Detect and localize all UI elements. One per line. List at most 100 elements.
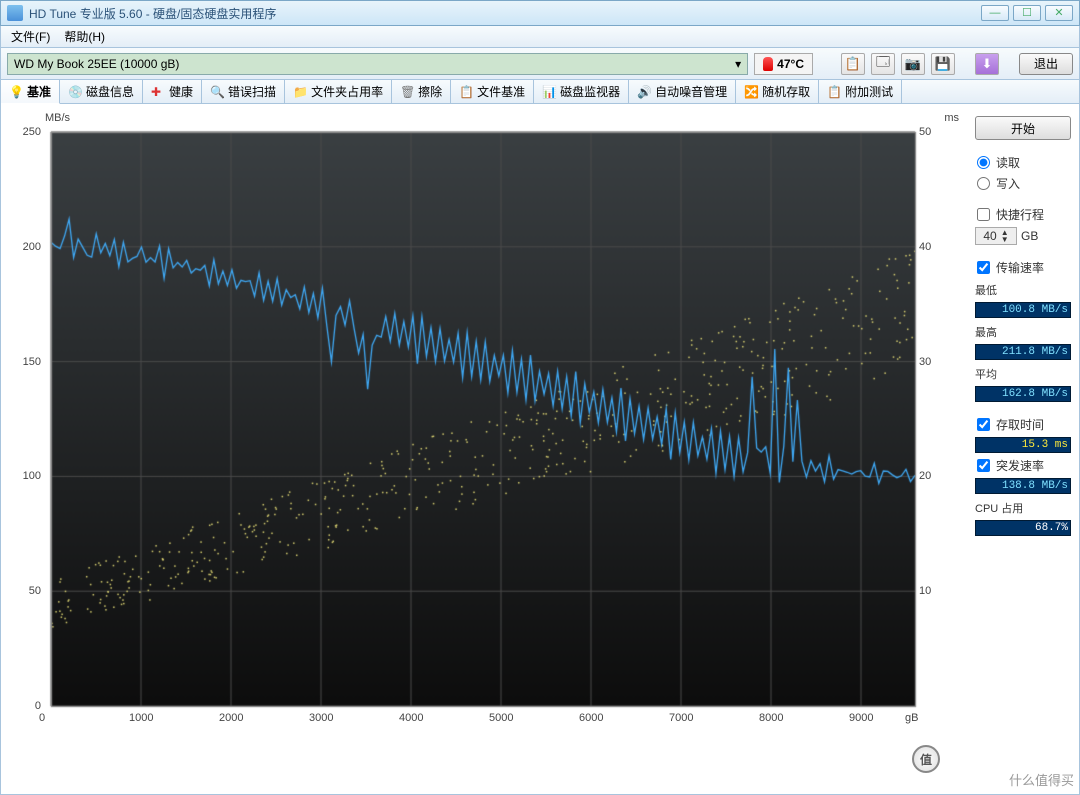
toolbar: WD My Book 25EE (10000 gB) ▾ 47°C 📋 🗔 📷 … bbox=[0, 48, 1080, 80]
download-icon[interactable]: ⬇ bbox=[975, 53, 999, 75]
x-tick: 0 bbox=[39, 712, 45, 724]
thermometer-icon bbox=[763, 57, 773, 71]
tab-icon: 🔀 bbox=[744, 85, 758, 99]
write-radio-row[interactable]: 写入 bbox=[975, 175, 1071, 192]
y-left-tick: 200 bbox=[17, 241, 41, 253]
copy-icon[interactable]: 📋 bbox=[841, 53, 865, 75]
write-radio[interactable] bbox=[977, 177, 990, 190]
min-label: 最低 bbox=[975, 282, 1071, 298]
x-tick: 5000 bbox=[489, 712, 513, 724]
tab-icon: 🗑 bbox=[400, 85, 414, 99]
tab-icon: 🔍 bbox=[210, 85, 224, 99]
tab-8[interactable]: 🔊 自动噪音管理 bbox=[629, 80, 736, 103]
y-left-tick: 0 bbox=[17, 700, 41, 712]
y-right-tick: 40 bbox=[919, 241, 931, 253]
x-tick: 8000 bbox=[759, 712, 783, 724]
chart-area: MB/s ms 05010015020025010203040500100020… bbox=[9, 112, 967, 786]
tab-icon: 🔊 bbox=[637, 85, 651, 99]
drive-label: WD My Book 25EE (10000 gB) bbox=[14, 57, 179, 71]
y-axis-right-label: ms bbox=[944, 112, 959, 124]
tabstrip: 💡 基准 💿磁盘信息 ✚ 健康 🔍错误扫描 📁 文件夹占用率 🗑 擦除 📋 文件基准 📊 磁盘监视器 🔊 自动… bbox=[0, 80, 1080, 104]
access-time-row[interactable]: 存取时间 bbox=[975, 416, 1071, 433]
y-right-tick: 30 bbox=[919, 356, 931, 368]
y-axis-left-label: MB/s bbox=[45, 112, 70, 124]
tab-7[interactable]: 📊 磁盘监视器 bbox=[534, 80, 629, 103]
watermark-logo: 值 bbox=[912, 745, 940, 773]
y-left-tick: 250 bbox=[17, 126, 41, 138]
min-value: 100.8 MB/s bbox=[975, 302, 1071, 318]
watermark-text: 什么值得买 bbox=[1009, 770, 1074, 789]
titlebar: HD Tune 专业版 5.60 - 硬盘/固态硬盘实用程序 — ☐ ✕ bbox=[0, 0, 1080, 26]
tab-icon: 📋 bbox=[459, 85, 473, 99]
tab-label: 基准 bbox=[27, 83, 51, 100]
app-icon bbox=[7, 5, 23, 21]
tab-1[interactable]: 💿磁盘信息 bbox=[60, 80, 143, 103]
tab-label: 擦除 bbox=[418, 83, 442, 100]
cpu-value: 68.7% bbox=[975, 520, 1071, 536]
menubar: 文件(F) 帮助(H) bbox=[0, 26, 1080, 48]
avg-value: 162.8 MB/s bbox=[975, 386, 1071, 402]
minimize-button[interactable]: — bbox=[981, 5, 1009, 21]
y-left-tick: 150 bbox=[17, 356, 41, 368]
cpu-label: CPU 占用 bbox=[975, 500, 1071, 516]
max-label: 最高 bbox=[975, 324, 1071, 340]
window-buttons: — ☐ ✕ bbox=[981, 5, 1073, 21]
camera-icon[interactable]: 📷 bbox=[901, 53, 925, 75]
tab-label: 健康 bbox=[169, 83, 193, 100]
burst-row[interactable]: 突发速率 bbox=[975, 457, 1071, 474]
tab-icon: 📊 bbox=[542, 85, 556, 99]
transfer-rate-checkbox[interactable] bbox=[977, 261, 990, 274]
read-radio-row[interactable]: 读取 bbox=[975, 154, 1071, 171]
tab-label: 文件夹占用率 bbox=[311, 83, 383, 100]
save-icon[interactable]: 💾 bbox=[931, 53, 955, 75]
tab-4[interactable]: 📁 文件夹占用率 bbox=[285, 80, 392, 103]
tab-icon: ✚ bbox=[151, 85, 165, 99]
tab-10[interactable]: 📋 附加测试 bbox=[819, 80, 902, 103]
drive-select[interactable]: WD My Book 25EE (10000 gB) ▾ bbox=[7, 53, 748, 75]
short-stroke-row[interactable]: 快捷行程 bbox=[975, 206, 1071, 223]
tab-label: 自动噪音管理 bbox=[655, 83, 727, 100]
tab-label: 磁盘监视器 bbox=[560, 83, 620, 100]
max-value: 211.8 MB/s bbox=[975, 344, 1071, 360]
access-time-checkbox[interactable] bbox=[977, 418, 990, 431]
tab-icon: 📁 bbox=[293, 85, 307, 99]
x-tick: 2000 bbox=[219, 712, 243, 724]
y-left-tick: 50 bbox=[17, 585, 41, 597]
spin-icon[interactable]: ▲▼ bbox=[1001, 229, 1009, 243]
short-stroke-checkbox[interactable] bbox=[977, 208, 990, 221]
tab-label: 文件基准 bbox=[477, 83, 525, 100]
start-button[interactable]: 开始 bbox=[975, 116, 1071, 140]
tab-3[interactable]: 🔍错误扫描 bbox=[202, 80, 285, 103]
content: MB/s ms 05010015020025010203040500100020… bbox=[0, 104, 1080, 795]
maximize-button[interactable]: ☐ bbox=[1013, 5, 1041, 21]
menu-file[interactable]: 文件(F) bbox=[5, 26, 56, 47]
tab-9[interactable]: 🔀随机存取 bbox=[736, 80, 819, 103]
short-stroke-value-row: 40▲▼ GB bbox=[975, 227, 1071, 245]
read-radio[interactable] bbox=[977, 156, 990, 169]
x-tick: 4000 bbox=[399, 712, 423, 724]
short-stroke-input[interactable]: 40▲▼ bbox=[975, 227, 1017, 245]
tab-icon: 💡 bbox=[9, 85, 23, 99]
x-unit-label: gB bbox=[905, 712, 918, 724]
transfer-rate-row[interactable]: 传输速率 bbox=[975, 259, 1071, 276]
x-tick: 1000 bbox=[129, 712, 153, 724]
tab-6[interactable]: 📋 文件基准 bbox=[451, 80, 534, 103]
x-tick: 6000 bbox=[579, 712, 603, 724]
burst-value: 138.8 MB/s bbox=[975, 478, 1071, 494]
close-button[interactable]: ✕ bbox=[1045, 5, 1073, 21]
tab-2[interactable]: ✚ 健康 bbox=[143, 80, 202, 103]
x-tick: 3000 bbox=[309, 712, 333, 724]
burst-checkbox[interactable] bbox=[977, 459, 990, 472]
y-left-tick: 100 bbox=[17, 470, 41, 482]
y-right-tick: 20 bbox=[919, 470, 931, 482]
tab-icon: 📋 bbox=[827, 85, 841, 99]
tab-label: 附加测试 bbox=[845, 83, 893, 100]
chevron-down-icon: ▾ bbox=[735, 57, 741, 71]
exit-button[interactable]: 退出 bbox=[1019, 53, 1073, 75]
snapshot-icon[interactable]: 🗔 bbox=[871, 53, 895, 75]
menu-help[interactable]: 帮助(H) bbox=[58, 26, 111, 47]
tab-0[interactable]: 💡 基准 bbox=[1, 80, 60, 104]
access-time-value: 15.3 ms bbox=[975, 437, 1071, 453]
tab-5[interactable]: 🗑 擦除 bbox=[392, 80, 451, 103]
tab-icon: 💿 bbox=[68, 85, 82, 99]
